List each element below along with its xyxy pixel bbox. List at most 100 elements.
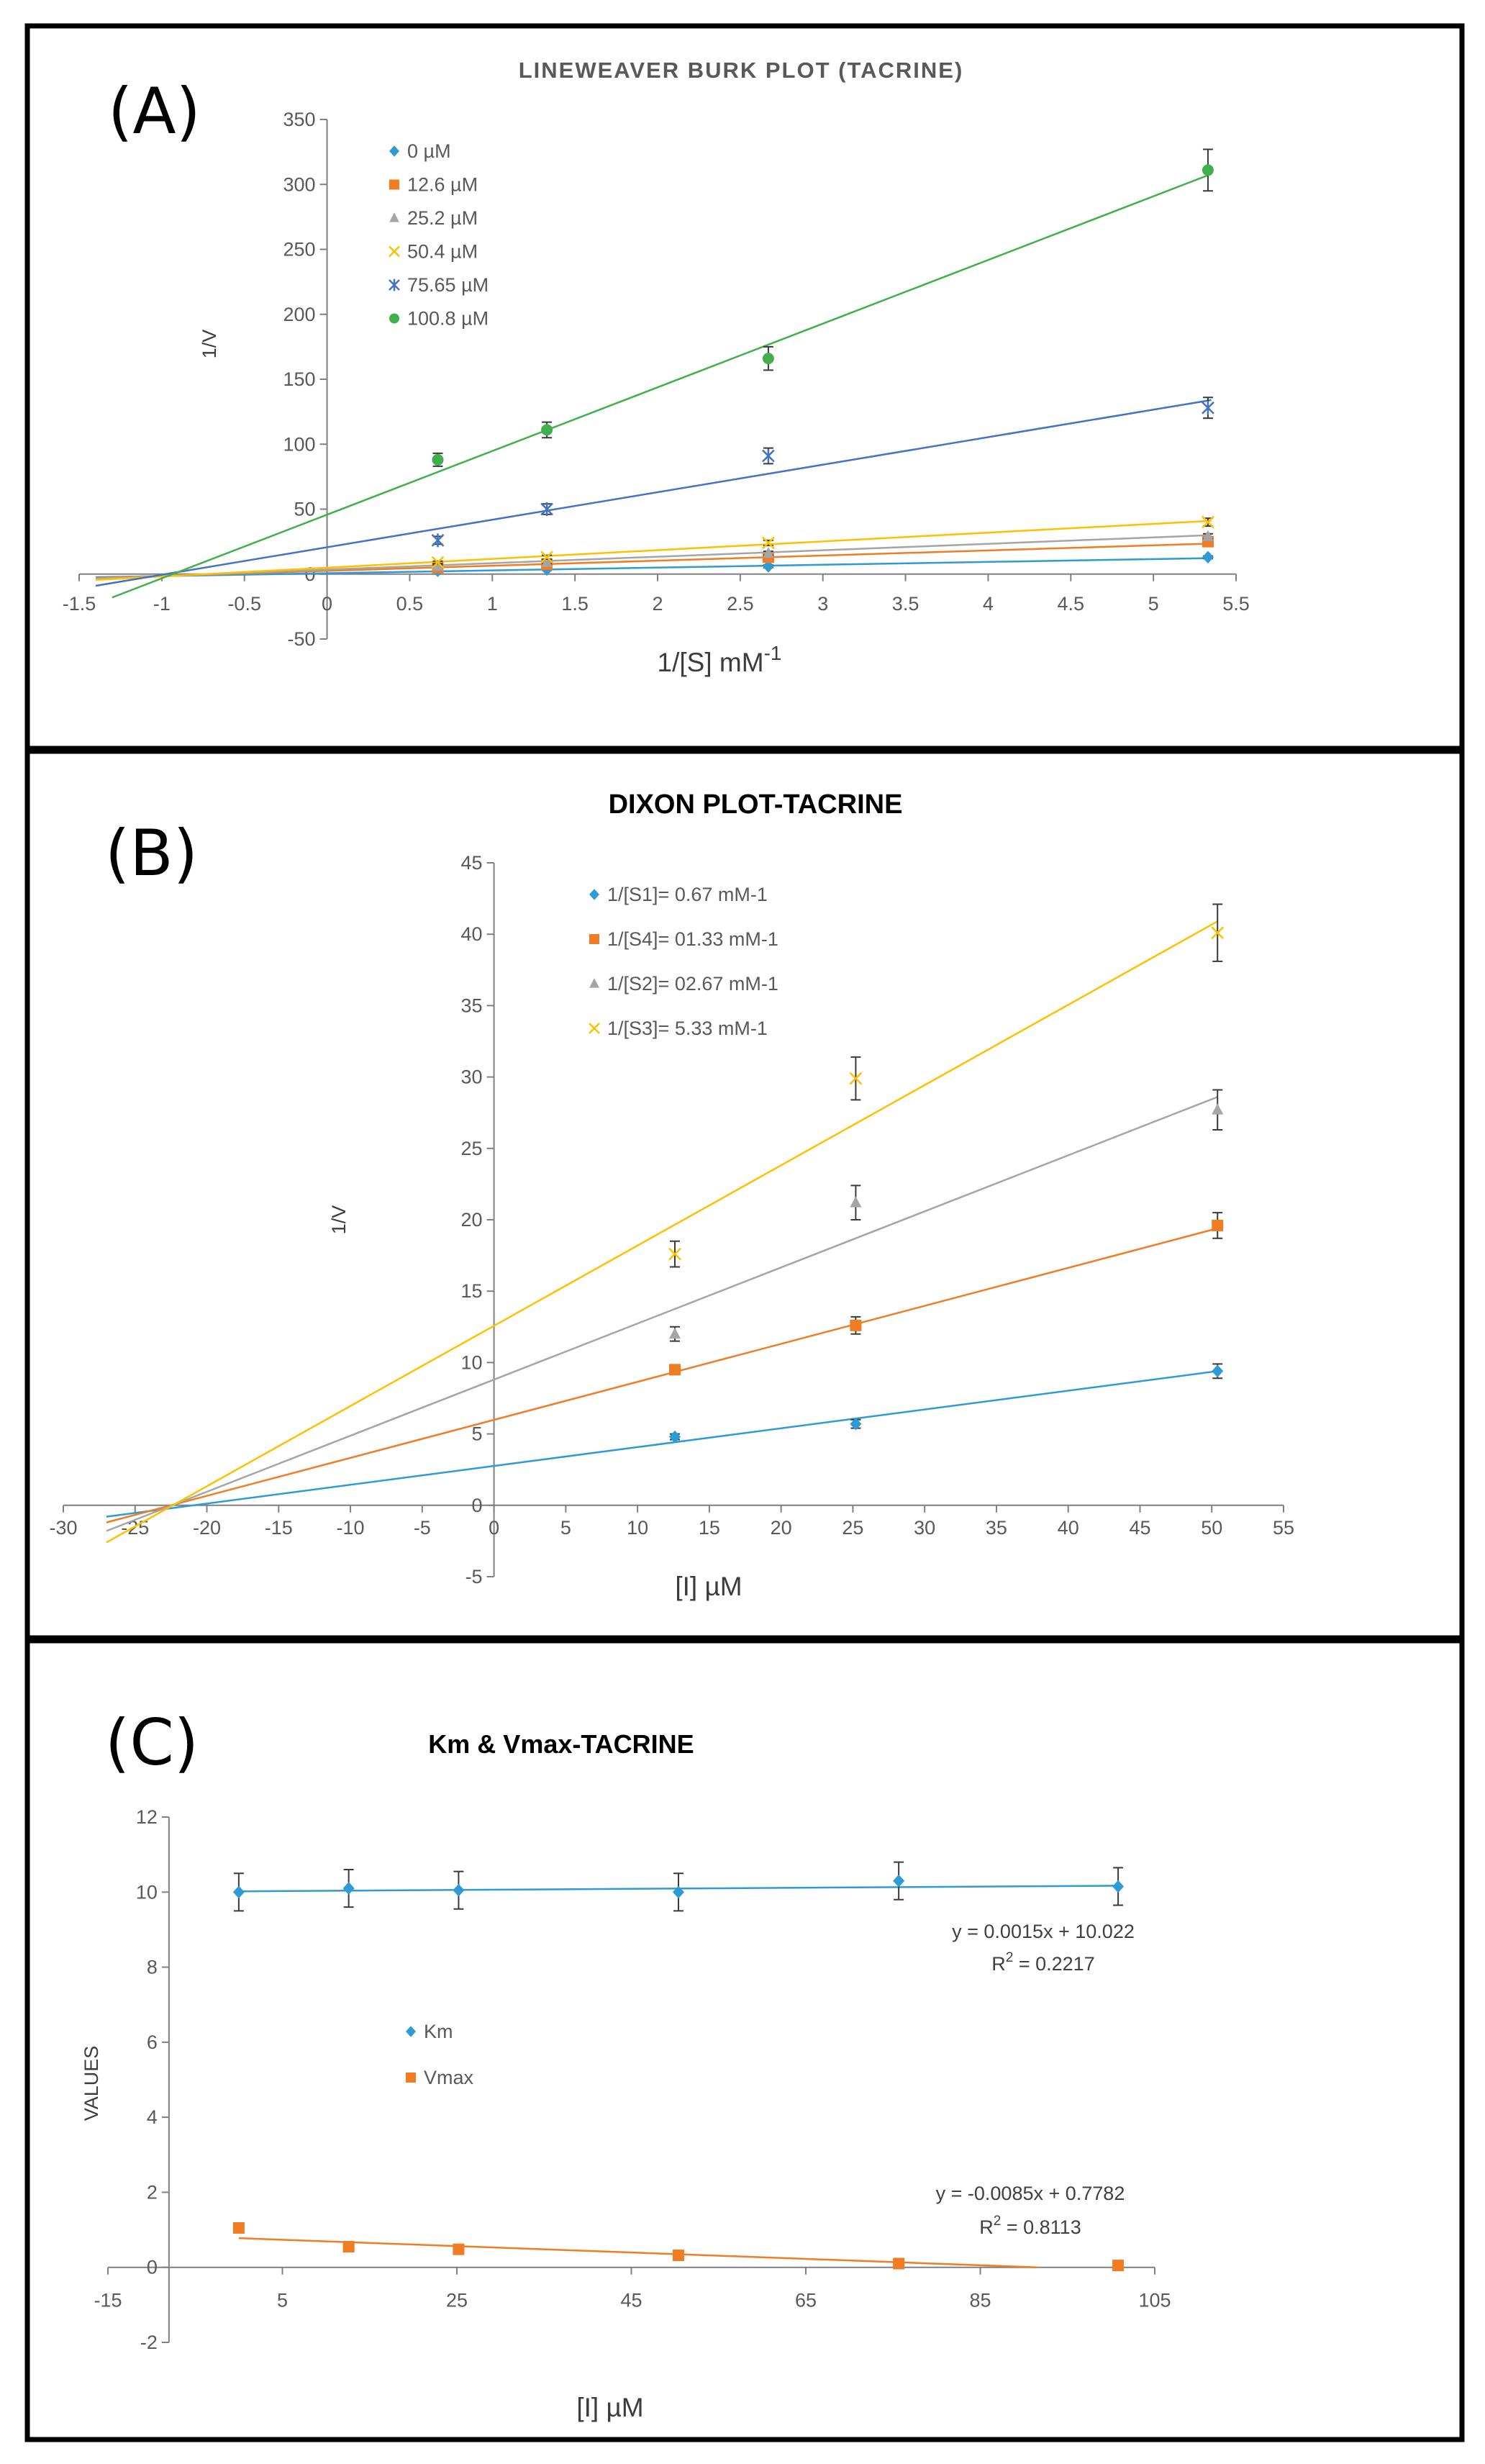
chart-a-data-point: [1202, 551, 1214, 564]
chart-c-y-tick-label: 0: [147, 2257, 158, 2278]
chart-a-legend-marker: [389, 145, 399, 157]
chart-a-x-tick-label: 3.5: [892, 593, 919, 615]
chart-b-x-tick-label: 50: [1201, 1517, 1222, 1539]
chart-a-trendline: [95, 399, 1212, 587]
chart-a-x-tick-label: 4.5: [1058, 593, 1085, 615]
chart-b-series-1: [106, 1212, 1224, 1523]
chart-b-x-tick-label: 55: [1273, 1517, 1294, 1539]
chart-c-series-0: [232, 1861, 1125, 1912]
chart-a-data-point: [762, 536, 775, 550]
chart-c-x-tick-label: 25: [446, 2290, 468, 2311]
vmax-r-value: = 0.8113: [1001, 2216, 1081, 2238]
chart-b-y-tick-label: 15: [461, 1280, 483, 1302]
km-r-sup: 2: [1006, 1950, 1014, 1965]
chart-c-data-point: [1112, 2260, 1125, 2272]
chart-a-x-tick-label: 5.5: [1222, 593, 1250, 615]
chart-a-series-2: [95, 530, 1214, 580]
chart-b-y-tick-label: 30: [461, 1066, 483, 1088]
chart-b-trendline: [106, 1096, 1218, 1532]
chart-a-xlabel-main: 1/[S] mM: [658, 648, 764, 677]
chart-b-y-tick-label: 45: [461, 852, 483, 874]
chart-c-x-tick-label: 105: [1138, 2290, 1171, 2311]
chart-a-trendline: [112, 173, 1212, 599]
chart-a-legend-label: 75.65 µM: [407, 274, 489, 296]
chart-a-series-5: [112, 148, 1214, 599]
chart-b-y-tick-label: 25: [461, 1138, 483, 1159]
chart-b-plot: -30 -25 -20 -15 -10 -5 0 5 10 15 20 25 30 35 40 45 50 55-…: [49, 852, 1294, 1587]
chart-c-y-tick-label: 4: [147, 2106, 158, 2128]
chart-a-y-tick-label: 350: [283, 109, 316, 130]
panel-b: (B) DIXON PLOT-TACRINE 1/V [I] µM -30 -25…: [24, 748, 1465, 1641]
chart-a-data-point: [432, 560, 444, 571]
chart-c-y-tick-label: 10: [136, 1881, 158, 1903]
chart-a-x-tick-label: 0.5: [396, 593, 424, 615]
chart-b-x-tick-label: -20: [193, 1517, 221, 1539]
chart-a-data-point: [541, 424, 553, 436]
chart-a-x-tick-label: 0: [322, 593, 332, 615]
chart-a-title: LINEWEAVER BURK PLOT (TACRINE): [519, 58, 964, 83]
chart-c-x-tick-label: 5: [277, 2290, 288, 2311]
chart-b-data-point: [850, 1196, 862, 1208]
chart-b-legend-marker: [589, 934, 599, 944]
chart-b-data-point: [1212, 1364, 1224, 1378]
chart-a-data-point: [762, 560, 774, 573]
chart-c-trendline: [238, 2237, 1037, 2268]
chart-c-plot: -15 5 25 45 65 85 105 -2 0 2 4 6 8 10 12 Km Vmax: [94, 1806, 1171, 2353]
chart-b-x-tick-label: 20: [771, 1517, 792, 1539]
chart-b-data-point: [1212, 1219, 1224, 1231]
chart-a-data-point: [1202, 401, 1214, 415]
chart-b-series-2: [106, 1089, 1224, 1532]
chart-b-y-tick-label: 10: [461, 1351, 483, 1373]
chart-b-series-0: [106, 1363, 1224, 1518]
chart-b-data-point: [668, 1430, 681, 1444]
km-r-squared: R2 = 0.2217: [991, 1950, 1094, 1975]
chart-c-y-tick-label: 8: [147, 1957, 158, 1978]
chart-b-data-point: [1212, 1103, 1224, 1115]
chart-c-y-tick-label: 2: [147, 2181, 158, 2203]
chart-a-legend-label: 100.8 µM: [407, 308, 489, 330]
chart-a-x-tick-label: 4: [983, 593, 994, 615]
chart-b-x-tick-label: 45: [1129, 1517, 1150, 1539]
chart-a-x-tick-label: 5: [1148, 593, 1159, 615]
chart-c-data-point: [232, 2221, 245, 2234]
chart-b-x-tick-label: 10: [627, 1517, 648, 1539]
chart-a-legend-marker: [389, 313, 399, 324]
chart-c-title: Km & Vmax-TACRINE: [428, 1729, 694, 1759]
panel-c: (C) Km & Vmax-TACRINE VALUES [I] µM y = …: [24, 1638, 1465, 2442]
panel-b-frame: [24, 748, 1465, 1641]
chart-a-data-point: [1202, 164, 1214, 176]
chart-b-legend-marker: [589, 1023, 600, 1034]
chart-c-x-tick-label: 45: [620, 2290, 642, 2311]
chart-b-data-point: [850, 1319, 862, 1331]
chart-b-data-point: [850, 1417, 862, 1431]
km-r-label: R: [991, 1953, 1006, 1975]
chart-a-trendline: [95, 534, 1212, 580]
chart-a-x-tick-label: 1: [487, 593, 498, 615]
chart-a-xlabel-sup: -1: [764, 642, 782, 664]
chart-c-data-point: [232, 1885, 245, 1899]
vmax-r-sup: 2: [994, 2214, 1002, 2229]
chart-a-x-tick-label: -0.5: [227, 593, 261, 615]
chart-b-x-tick-label: 0: [489, 1517, 499, 1539]
chart-c-data-point: [342, 1882, 355, 1895]
chart-c-data-point: [342, 2241, 355, 2253]
panel-c-frame: [24, 1638, 1465, 2442]
chart-c-legend-label: Km: [424, 2021, 453, 2042]
chart-b-x-tick-label: 25: [842, 1517, 863, 1539]
chart-a-data-point: [540, 551, 553, 564]
chart-c-legend-marker: [406, 2073, 416, 2083]
chart-b-trendline: [106, 920, 1218, 1544]
chart-b-title: DIXON PLOT-TACRINE: [609, 789, 903, 820]
chart-b-data-point: [849, 1072, 863, 1085]
chart-c-y-tick-label: 12: [136, 1806, 158, 1828]
chart-c-x-tick-label: 65: [795, 2290, 817, 2311]
chart-a-x-tick-label: 2.5: [727, 593, 754, 615]
chart-a-data-point: [432, 453, 444, 466]
chart-a-xlabel: 1/[S] mM-1: [658, 642, 782, 677]
vmax-r-label: R: [979, 2216, 994, 2238]
chart-b-data-point: [668, 1247, 681, 1261]
chart-b-legend-marker: [589, 889, 599, 900]
chart-a-series-4: [95, 397, 1214, 587]
chart-a-y-tick-label: 50: [294, 499, 316, 520]
chart-c-data-point: [672, 2250, 684, 2262]
